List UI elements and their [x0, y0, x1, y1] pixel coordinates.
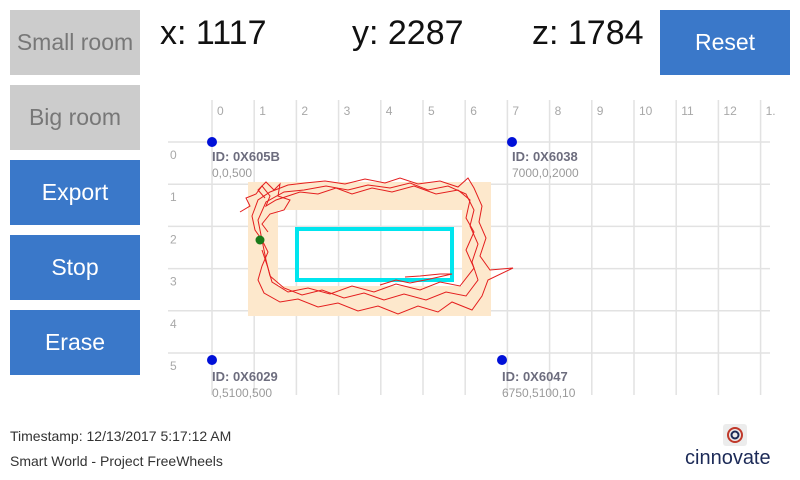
y-tick-label: 5 — [170, 359, 177, 373]
movement-track — [239, 185, 475, 295]
big-room-button[interactable]: Big room — [10, 85, 140, 150]
anchor-0X605B[interactable]: ID: 0X605B 0,0,500 — [207, 137, 280, 180]
z-coordinate: z: 1784 — [532, 14, 644, 52]
y-axis-labels: 0 1 2 3 4 5 — [170, 148, 177, 373]
y-tick-label: 2 — [170, 232, 177, 246]
anchor-id: ID: 0X605B — [212, 149, 280, 164]
anchor-0X6029[interactable]: ID: 0X6029 0,5100,500 — [207, 355, 278, 400]
x-tick-label: 5 — [428, 104, 435, 118]
x-tick-label: 11 — [681, 104, 694, 118]
x-tick-label: 9 — [597, 104, 604, 118]
cinnovate-logo-icon — [723, 424, 747, 446]
x-axis-labels: 0 1 2 3 4 5 6 7 8 9 10 11 12 1. — [217, 104, 776, 118]
x-coordinate: x: 1117 — [160, 14, 267, 52]
anchor-coords: 0,5100,500 — [212, 386, 272, 400]
export-button[interactable]: Export — [10, 160, 140, 225]
x-tick-label: 6 — [470, 104, 477, 118]
y-tick-label: 1 — [170, 190, 177, 204]
small-room-button[interactable]: Small room — [10, 10, 140, 75]
anchor-dot — [207, 355, 217, 365]
x-tick-label: 4 — [386, 104, 393, 118]
anchor-0X6038[interactable]: ID: 0X6038 7000,0,2000 — [507, 137, 579, 180]
movement-track — [257, 181, 291, 233]
anchor-coords: 6750,5100,10 — [502, 386, 576, 400]
y-coordinate: y: 2287 — [352, 14, 464, 52]
x-tick-label: 1. — [766, 104, 776, 118]
y-tick-label: 3 — [170, 275, 177, 289]
erase-button[interactable]: Erase — [10, 310, 140, 375]
reset-button[interactable]: Reset — [660, 10, 790, 75]
anchor-0X6047[interactable]: ID: 0X6047 6750,5100,10 — [497, 355, 576, 400]
stop-button[interactable]: Stop — [10, 235, 140, 300]
x-tick-label: 8 — [555, 104, 562, 118]
movement-track — [379, 273, 453, 286]
anchor-dot — [207, 137, 217, 147]
cinnovate-logo: cinnovate — [685, 422, 785, 472]
y-tick-label: 0 — [170, 148, 177, 162]
x-tick-label: 7 — [512, 104, 519, 118]
anchor-id: ID: 0X6047 — [502, 369, 568, 384]
x-tick-label: 1 — [259, 104, 266, 118]
anchor-coords: 0,0,500 — [212, 166, 252, 180]
x-tick-label: 12 — [723, 104, 737, 118]
current-position-marker — [255, 235, 265, 245]
room-zone — [248, 182, 491, 316]
timestamp: Timestamp: 12/13/2017 5:17:12 AM — [10, 428, 232, 444]
x-tick-label: 0 — [217, 104, 224, 118]
x-tick-label: 10 — [639, 104, 653, 118]
project-name: Smart World - Project FreeWheels — [10, 453, 223, 469]
anchor-id: ID: 0X6029 — [212, 369, 278, 384]
logo-text: cinnovate — [685, 447, 771, 469]
target-rectangle — [295, 227, 454, 282]
y-tick-label: 4 — [170, 317, 177, 331]
x-tick-label: 2 — [301, 104, 308, 118]
x-tick-label: 3 — [344, 104, 351, 118]
anchor-id: ID: 0X6038 — [512, 149, 578, 164]
movement-track — [251, 177, 514, 315]
anchor-dot — [497, 355, 507, 365]
movement-track — [257, 182, 479, 301]
anchor-dot — [507, 137, 517, 147]
anchor-coords: 7000,0,2000 — [512, 166, 579, 180]
